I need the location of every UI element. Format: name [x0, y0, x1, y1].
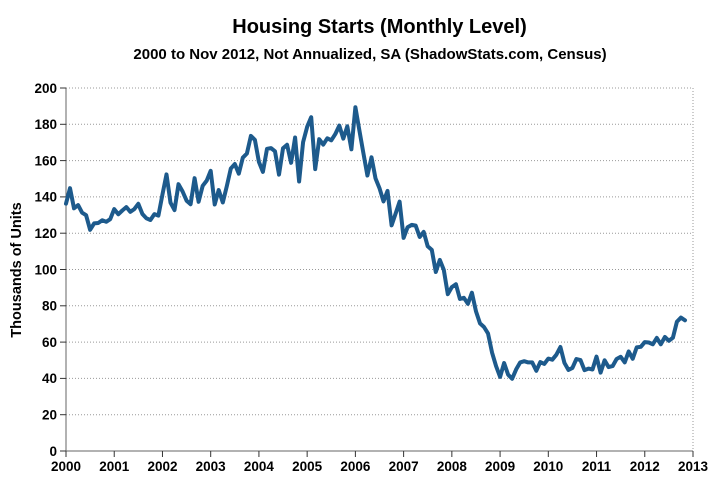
- y-tick-label: 20: [42, 408, 57, 423]
- x-tick-label: 2012: [630, 459, 660, 474]
- x-tick-label: 2003: [196, 459, 227, 474]
- y-tick-label: 60: [42, 335, 57, 350]
- y-tick-label: 0: [49, 444, 57, 459]
- x-tick-label: 2000: [51, 459, 81, 474]
- chart-title: Housing Starts (Monthly Level): [232, 16, 527, 38]
- y-tick-label: 200: [34, 81, 57, 96]
- y-tick-label: 180: [34, 117, 57, 132]
- x-tick-label: 2010: [533, 459, 563, 474]
- x-tick-label: 2011: [582, 459, 612, 474]
- y-tick-label: 120: [34, 226, 57, 241]
- y-tick-label: 80: [42, 299, 57, 314]
- y-tick-label: 40: [42, 371, 57, 386]
- x-tick-label: 2009: [485, 459, 515, 474]
- y-tick-label: 160: [34, 153, 57, 168]
- x-tick-label: 2001: [99, 459, 130, 474]
- x-tick-label: 2006: [340, 459, 371, 474]
- housing-starts-line: [64, 105, 687, 381]
- x-tick-label: 2002: [147, 459, 177, 474]
- x-tick-label: 2005: [292, 459, 323, 474]
- x-tick-label: 2004: [244, 459, 275, 474]
- x-tick-label: 2007: [389, 459, 419, 474]
- y-tick-label: 100: [34, 262, 57, 277]
- y-tick-label: 140: [34, 190, 57, 205]
- x-tick-label: 2008: [437, 459, 468, 474]
- x-tick-label: 2013: [678, 459, 709, 474]
- chart-subtitle: 2000 to Nov 2012, Not Annualized, SA (Sh…: [133, 46, 607, 63]
